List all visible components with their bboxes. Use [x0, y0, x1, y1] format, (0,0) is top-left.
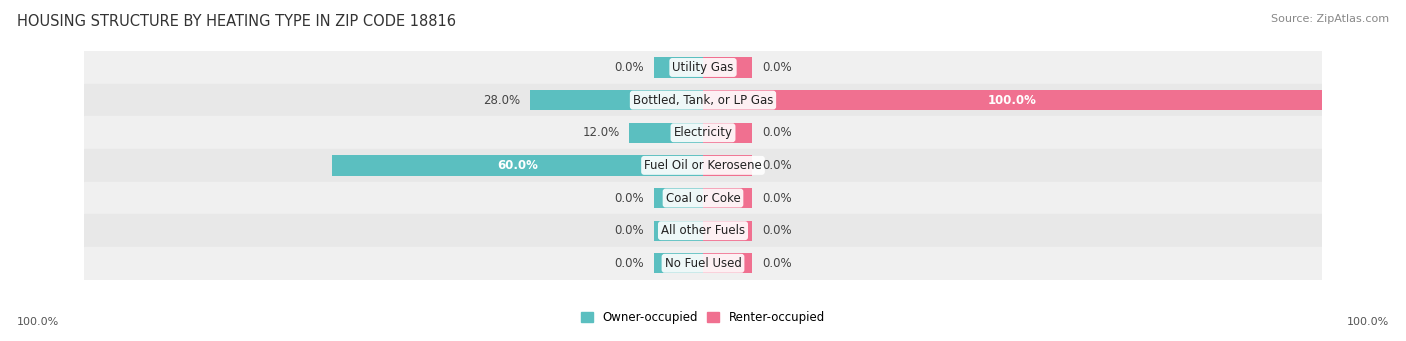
Bar — [84, 214, 1322, 247]
Bar — [703, 253, 752, 273]
Text: Electricity: Electricity — [673, 126, 733, 139]
Text: 12.0%: 12.0% — [582, 126, 620, 139]
Bar — [654, 253, 703, 273]
Bar — [84, 247, 1322, 280]
Bar — [703, 188, 752, 208]
Bar — [703, 90, 1322, 110]
Text: 0.0%: 0.0% — [614, 192, 644, 205]
Bar — [332, 155, 703, 176]
Text: 100.0%: 100.0% — [1347, 317, 1389, 327]
Bar — [84, 149, 1322, 182]
Bar — [84, 51, 1322, 84]
Text: 0.0%: 0.0% — [762, 257, 792, 270]
Bar — [654, 221, 703, 241]
Text: All other Fuels: All other Fuels — [661, 224, 745, 237]
Bar — [703, 123, 752, 143]
Bar — [703, 57, 752, 78]
Text: Bottled, Tank, or LP Gas: Bottled, Tank, or LP Gas — [633, 94, 773, 107]
Text: 0.0%: 0.0% — [614, 224, 644, 237]
Text: 100.0%: 100.0% — [988, 94, 1036, 107]
Text: 100.0%: 100.0% — [17, 317, 59, 327]
Bar — [530, 90, 703, 110]
Text: Fuel Oil or Kerosene: Fuel Oil or Kerosene — [644, 159, 762, 172]
Text: 60.0%: 60.0% — [496, 159, 538, 172]
Bar — [84, 116, 1322, 149]
Text: No Fuel Used: No Fuel Used — [665, 257, 741, 270]
Bar — [703, 155, 752, 176]
Text: Source: ZipAtlas.com: Source: ZipAtlas.com — [1271, 14, 1389, 24]
Bar — [703, 221, 752, 241]
Bar — [628, 123, 703, 143]
Text: 0.0%: 0.0% — [762, 192, 792, 205]
Text: 28.0%: 28.0% — [484, 94, 520, 107]
Text: 0.0%: 0.0% — [762, 126, 792, 139]
Text: 0.0%: 0.0% — [762, 224, 792, 237]
Bar — [84, 182, 1322, 214]
Text: 0.0%: 0.0% — [762, 61, 792, 74]
Bar — [84, 84, 1322, 116]
Text: Coal or Coke: Coal or Coke — [665, 192, 741, 205]
Text: 0.0%: 0.0% — [614, 61, 644, 74]
Bar — [654, 57, 703, 78]
Text: 0.0%: 0.0% — [762, 159, 792, 172]
Text: 0.0%: 0.0% — [614, 257, 644, 270]
Bar — [654, 188, 703, 208]
Text: HOUSING STRUCTURE BY HEATING TYPE IN ZIP CODE 18816: HOUSING STRUCTURE BY HEATING TYPE IN ZIP… — [17, 14, 456, 29]
Legend: Owner-occupied, Renter-occupied: Owner-occupied, Renter-occupied — [581, 311, 825, 324]
Text: Utility Gas: Utility Gas — [672, 61, 734, 74]
